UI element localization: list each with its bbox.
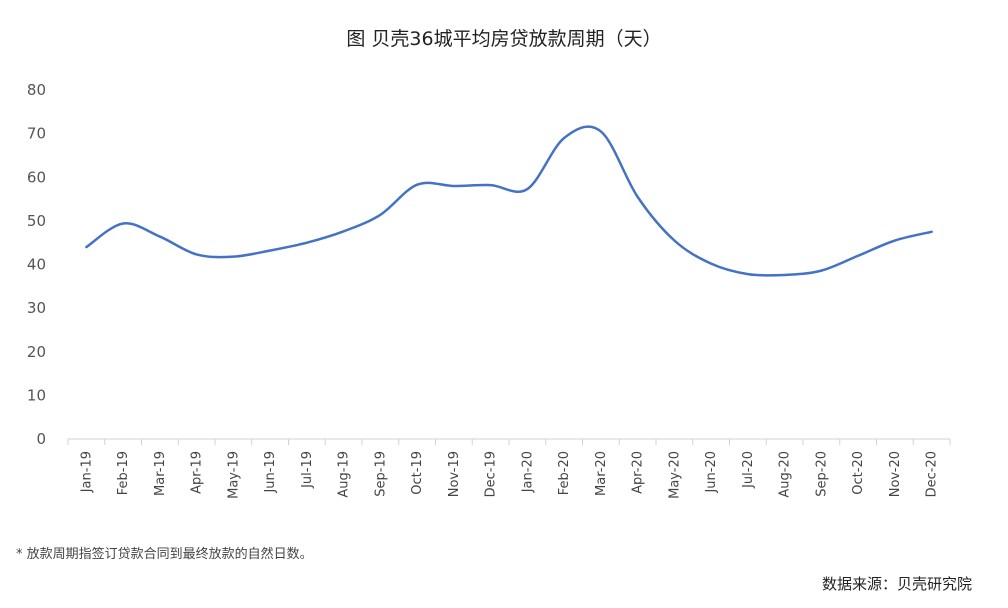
x-tick-label: Jul-20 (741, 451, 756, 489)
x-tick-label: Aug-19 (337, 451, 352, 498)
x-tick-label: Feb-20 (557, 451, 572, 495)
x-tick-label: Jun-19 (263, 451, 278, 494)
x-tick-label: Mar-20 (594, 451, 609, 496)
x-tick-label: May-20 (667, 451, 682, 499)
x-axis: Jan-19 Feb-19 Mar-19 Apr-19 May-19 Jun-19 Jul-… (67, 438, 951, 499)
x-tick-label: Sep-20 (814, 451, 829, 497)
y-tick-label: 30 (27, 299, 46, 317)
x-tick-label: Dec-19 (484, 451, 499, 497)
y-tick-label: 10 (27, 386, 46, 404)
x-tick-label: Nov-19 (447, 451, 462, 497)
x-tick-label: Nov-20 (888, 451, 903, 497)
x-tick-label: Aug-20 (778, 451, 793, 498)
x-tick-label: Jul-19 (300, 451, 315, 489)
x-tick-label: May-19 (226, 451, 241, 499)
line-chart: 0 10 20 30 40 50 60 70 80 Jan-19 Feb-19 Mar-19 Apr-… (27, 81, 951, 499)
x-tick-label: Mar-19 (153, 451, 168, 496)
source-note: 数据来源：贝壳研究院 (821, 575, 972, 593)
y-tick-label: 80 (27, 81, 46, 99)
y-tick-label: 0 (36, 430, 46, 448)
x-tick-label: Apr-19 (190, 451, 205, 494)
x-tick-label: Jan-19 (79, 451, 94, 493)
x-tick-label: Apr-20 (631, 451, 646, 494)
x-tick-label: Jun-20 (704, 451, 719, 494)
footnote: * 放款周期指签订贷款合同到最终放款的自然日数。 (16, 547, 313, 562)
y-tick-label: 20 (27, 343, 46, 361)
y-tick-label: 50 (27, 212, 46, 230)
x-tick-label: Oct-20 (851, 451, 866, 495)
y-axis: 0 10 20 30 40 50 60 70 80 (27, 81, 46, 448)
y-tick-label: 70 (27, 125, 46, 143)
y-tick-label: 60 (27, 168, 46, 186)
x-tick-label: Dec-20 (925, 451, 940, 497)
x-tick-label: Oct-19 (410, 451, 425, 495)
x-tick-label: Feb-19 (116, 451, 131, 495)
x-tick-label: Sep-19 (373, 451, 388, 497)
series-group (85, 125, 933, 277)
x-tick-label: Jan-20 (520, 451, 535, 493)
y-tick-label: 40 (27, 256, 46, 274)
series-line (85, 125, 933, 277)
chart-title: 图 贝壳36城平均房贷放款周期（天） (346, 28, 662, 50)
